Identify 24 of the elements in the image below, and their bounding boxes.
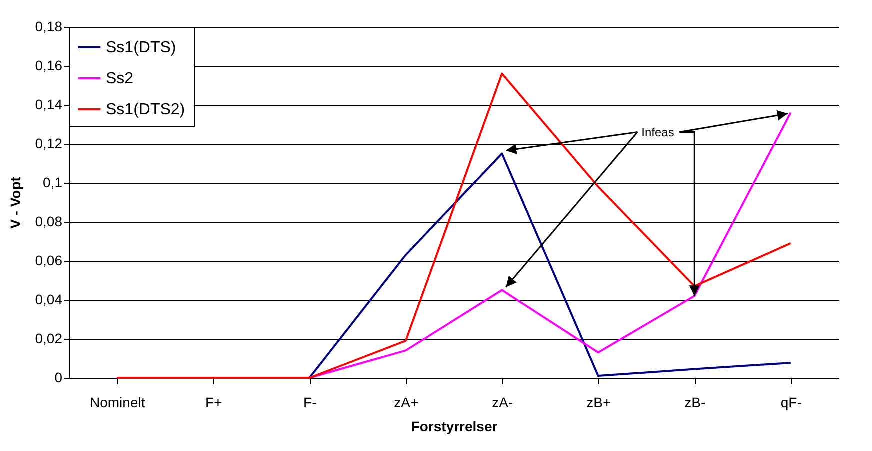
x-tick-label: qF- (780, 394, 802, 410)
x-tick-label: F+ (206, 394, 222, 410)
legend-label: Ss2 (106, 70, 134, 88)
y-tick-label: 0,1 (43, 174, 63, 190)
y-tick-label: 0,04 (35, 292, 63, 308)
x-tick-label: zA- (492, 394, 514, 410)
y-tick-label: 0 (54, 370, 63, 386)
x-tick-label: Nominelt (90, 394, 146, 410)
x-axis-title: Forstyrrelser (411, 418, 498, 434)
y-tick-label: 0,06 (35, 252, 63, 268)
x-tick-label: zA+ (394, 394, 419, 410)
y-tick-label: 0,18 (35, 18, 63, 34)
y-axis-title: V - Vopt (7, 176, 24, 229)
y-tick-label: 0,12 (35, 136, 63, 152)
x-tick-label: zB- (684, 394, 706, 410)
legend-label: Ss1(DTS2) (106, 102, 186, 118)
y-tick-label: 0,14 (35, 96, 63, 112)
x-tick-label: zB+ (586, 394, 612, 410)
y-tick-label: 0,08 (35, 214, 63, 230)
annotation: Infeas (642, 125, 674, 140)
y-tick-label: 0,02 (35, 330, 63, 346)
legend-label: Ss1(DTS) (106, 40, 176, 56)
x-tick-label: F- (304, 394, 318, 410)
y-tick-label: 0,16 (35, 58, 63, 74)
